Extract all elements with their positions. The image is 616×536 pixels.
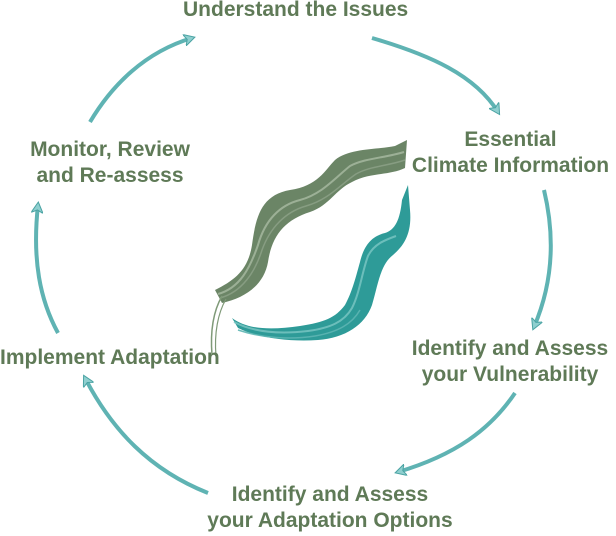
step-implement-line-1: Implement Adaptation (0, 346, 220, 369)
teal-ribbon (232, 185, 411, 341)
arrow-monitor-to-understand (88, 38, 192, 124)
step-monitor-line-1: Monitor, Review (30, 138, 190, 161)
step-essential-line-1: Essential (464, 128, 557, 151)
step-options-line-1: Identify and Assess (231, 483, 429, 506)
step-essential-climate-information: Essential Climate Information (408, 127, 613, 179)
step-monitor-line-2: and Re-assess (36, 164, 184, 187)
arrow-options-to-implement (85, 378, 209, 495)
central-brushstroke-graphic (210, 140, 411, 357)
step-understand-issues: Understand the Issues (183, 0, 423, 23)
step-identify-assess-vulnerability: Identify and Assess your Vulnerability (405, 336, 615, 388)
arrow-understand-to-essential (371, 36, 498, 112)
step-monitor-review-reassess: Monitor, Review and Re-assess (20, 137, 200, 189)
arrow-implement-to-monitor (36, 205, 60, 334)
green-ribbon (215, 140, 407, 303)
step-options-line-2: your Adaptation Options (207, 509, 453, 532)
step-essential-line-2: Climate Information (411, 154, 610, 177)
step-vulnerability-line-1: Identify and Assess (411, 337, 609, 360)
step-implement-adaptation: Implement Adaptation (0, 345, 230, 371)
arrow-essential-to-vulnerability (534, 189, 553, 327)
step-understand-line-1: Understand the Issues (183, 0, 409, 21)
step-vulnerability-line-2: your Vulnerability (421, 363, 599, 386)
arrow-vulnerability-to-options (398, 391, 517, 472)
step-identify-assess-adaptation-options: Identify and Assess your Adaptation Opti… (190, 482, 470, 534)
